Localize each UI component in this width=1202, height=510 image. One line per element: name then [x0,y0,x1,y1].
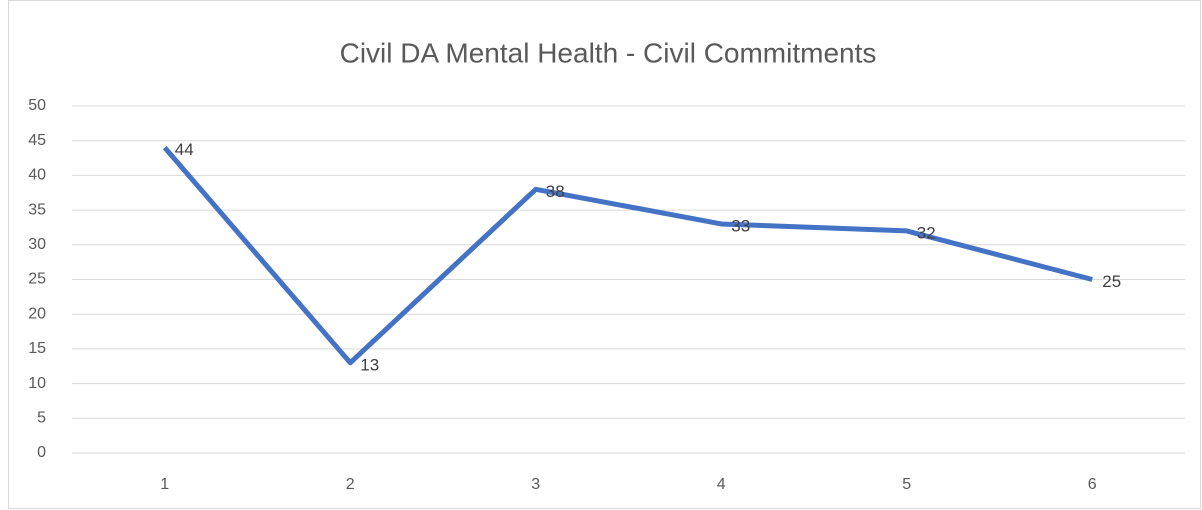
y-tick-label: 50 [28,97,46,114]
chart-frame [8,0,1201,509]
y-tick-label: 0 [37,444,46,461]
data-label: 33 [731,216,750,235]
y-tick-label: 5 [37,410,46,427]
x-tick-label: 3 [531,476,540,493]
chart-title: Civil DA Mental Health - Civil Commitmen… [340,37,877,68]
data-label: 25 [1102,272,1121,291]
y-tick-label: 20 [28,305,46,322]
y-tick-label: 35 [28,201,46,218]
y-tick-label: 40 [28,167,46,184]
y-tick-label: 15 [28,340,46,357]
x-tick-label: 1 [160,476,169,493]
x-tick-label: 2 [346,476,355,493]
y-tick-label: 10 [28,375,46,392]
data-label: 38 [546,182,565,201]
line-series [162,146,1093,366]
x-tick-label: 5 [902,476,911,493]
data-label: 44 [175,140,194,159]
x-tick-label: 6 [1088,476,1097,493]
y-tick-label: 45 [28,132,46,149]
y-tick-label: 30 [28,236,46,253]
x-tick-label: 4 [717,476,726,493]
data-label: 13 [360,355,379,374]
data-label: 32 [917,223,936,242]
y-tick-label: 25 [28,271,46,288]
